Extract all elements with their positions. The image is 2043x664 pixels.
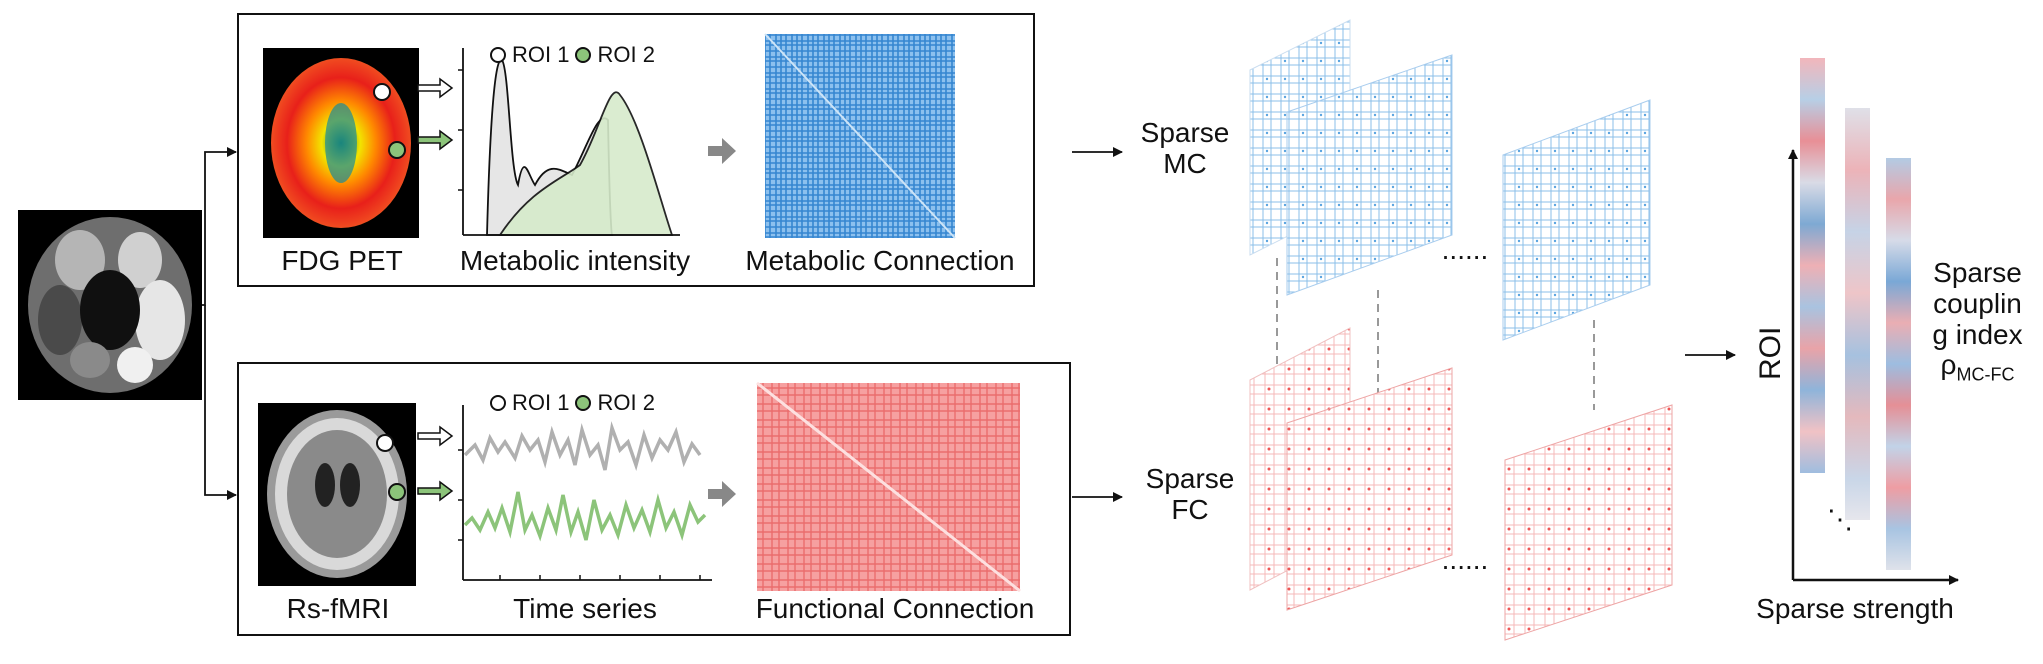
fmri-brain-image <box>258 403 416 586</box>
sparse-fc-label-line1: Sparse <box>1145 463 1235 494</box>
roi1-legend-marker <box>490 47 506 63</box>
sparse-fc-label: Sparse FC <box>1135 463 1245 526</box>
roi2-legend-label: ROI 2 <box>597 390 655 415</box>
top-gray-arrow <box>708 138 736 164</box>
roi1-timeseries-line <box>463 421 702 471</box>
sparse-mc-label-line2: MC <box>1163 147 1207 179</box>
atlas-brain-image <box>18 210 202 400</box>
rho-subscript: MC-FC <box>1956 364 2015 385</box>
output-axes <box>1788 149 1959 585</box>
pet-roi1-marker <box>373 83 391 101</box>
bottom-roi-arrows <box>417 425 454 502</box>
y-axis-label: ROI <box>1754 326 1787 380</box>
sparse-mc-label: Sparse MC <box>1130 117 1240 180</box>
branch-connectors <box>202 147 237 500</box>
top-legend: ROI 1 ROI 2 <box>490 42 655 68</box>
fmri-roi1-marker <box>376 434 394 452</box>
columns-continuation-dots: ⋱ <box>1827 504 1853 534</box>
coupling-index-column-2 <box>1845 108 1870 520</box>
index-label-line3: g index <box>1932 318 2023 350</box>
bottom-panel-box <box>237 362 1071 636</box>
pet-brain-image <box>263 48 419 238</box>
functional-connection-caption: Functional Connection <box>755 593 1035 624</box>
time-series-plot <box>458 405 712 581</box>
stack-dashed-links <box>1276 258 1595 410</box>
pet-caption: FDG PET <box>281 245 403 276</box>
top-roi-arrows <box>417 77 454 151</box>
rho-symbol: ρ <box>1940 349 1957 381</box>
roi2-legend-marker <box>575 47 592 63</box>
x-axis-label: Sparse strength <box>1756 593 1954 624</box>
sparse-mc-stack <box>1249 19 1651 341</box>
index-label-line2: couplin <box>1933 287 2022 319</box>
bottom-legend: ROI 1 ROI 2 <box>490 390 655 416</box>
fmri-roi2-marker <box>388 483 406 501</box>
roi2-legend-label: ROI 2 <box>597 42 655 67</box>
metabolic-connection-caption: Metabolic Connection <box>745 245 1015 276</box>
roi1-legend-label: ROI 1 <box>512 42 570 67</box>
sparse-fc-stack <box>1249 327 1673 641</box>
rho-mc-fc-label: ρMC-FC <box>1920 349 2035 385</box>
fmri-caption: Rs-fMRI <box>286 593 390 624</box>
sparse-mc-label-line1: Sparse <box>1140 117 1230 148</box>
roi1-legend-marker <box>490 395 506 411</box>
coupling-index-column-1 <box>1800 58 1825 473</box>
pet-roi2-marker <box>388 141 406 159</box>
bottom-gray-arrow <box>708 481 736 507</box>
metabolic-intensity-plot <box>458 48 680 236</box>
sparse-fc-label-line2: FC <box>1171 493 1209 525</box>
metabolic-intensity-caption: Metabolic intensity <box>459 245 691 276</box>
time-series-caption: Time series <box>513 593 657 624</box>
mc-stack-ellipsis: ...... <box>1441 234 1489 265</box>
roi2-legend-marker <box>575 395 592 411</box>
index-label-line1: Sparse <box>1933 257 2022 288</box>
roi2-timeseries-line <box>463 491 707 542</box>
coupling-index-column-3 <box>1886 158 1911 570</box>
top-panel-box <box>237 13 1035 287</box>
roi1-legend-label: ROI 1 <box>512 390 570 415</box>
fc-stack-ellipsis: ...... <box>1441 544 1489 575</box>
sparse-coupling-index-label: Sparse couplin g index ρMC-FC <box>1920 257 2035 386</box>
